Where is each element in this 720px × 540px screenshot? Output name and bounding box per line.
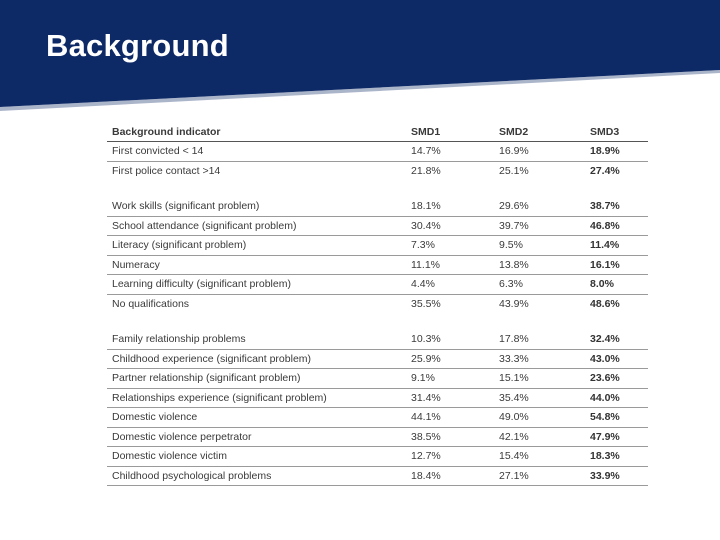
indicator-cell: Family relationship problems [107,330,407,350]
indicator-cell: Domestic violence perpetrator [107,427,407,447]
header-smd2: SMD2 [495,122,586,142]
indicator-cell: Childhood psychological problems [107,466,407,486]
smd1-cell: 9.1% [407,368,495,389]
indicator-cell: Numeracy [107,255,407,275]
table-row: Domestic violence 44.1% 49.0% 54.8% [107,407,648,428]
smd2-cell: 42.1% [495,427,586,447]
smd1-cell: 14.7% [407,141,495,162]
smd1-cell: 25.9% [407,349,495,369]
smd2-cell: 29.6% [495,197,586,217]
smd1-cell: 35.5% [411,297,441,310]
smd2-cell: 6.3% [495,274,586,295]
spacer-cell [107,313,648,330]
background-indicator-table: Background indicator SMD1 SMD2 SMD3 Firs… [107,122,648,486]
smd1-cell: 4.4% [407,274,495,295]
table-row: Learning difficulty (significant problem… [107,274,648,295]
smd3-cell: 44.0% [586,388,648,408]
indicator-cell: School attendance (significant problem) [107,216,407,236]
table-row: Family relationship problems 10.3% 17.8% 32… [107,330,648,350]
smd2-cell: 16.9% [495,141,586,162]
smd1-cell: 18.4% [407,466,495,486]
smd3-cell: 18.3% [586,446,648,467]
indicator-cell: Partner relationship (significant proble… [107,368,407,389]
indicator-cell: Literacy (significant problem) [107,235,407,256]
smd3-cell: 18.9% [586,141,648,162]
smd1-cell: 12.7% [407,446,495,467]
indicator-cell: Relationships experience (significant pr… [107,388,407,408]
indicator-cell: Domestic violence victim [107,446,407,467]
smd1-cell: 30.4% [407,216,495,236]
spacer-cell [107,180,648,197]
smd3-cell: 46.8% [586,216,648,236]
slide-title: Background [46,28,229,63]
smd3-cell: 43.0% [586,349,648,369]
group-spacer [107,313,648,330]
table-row: No qualifications 35.5% 43.9% 48.6% [107,294,648,313]
smd3-cell: 23.6% [586,368,648,389]
table-row: Relationships experience (significant pr… [107,388,648,408]
table-row: Work skills (significant problem) 18.1% 29… [107,197,648,217]
smd2-cell: 15.4% [495,446,586,467]
background-indicator-table-container: Background indicator SMD1 SMD2 SMD3 Firs… [107,122,648,486]
smd2-cell: 35.4% [495,388,586,408]
table-body: First convicted < 14 14.7% 16.9% 18.9% First… [107,141,648,486]
table-row: Literacy (significant problem) 7.3% 9.5% 11… [107,235,648,256]
smd3-cell: 16.1% [586,255,648,275]
smd3-cell: 47.9% [586,427,648,447]
table-row: Domestic violence perpetrator 38.5% 42.1% 4… [107,427,648,447]
table-row: Numeracy 11.1% 13.8% 16.1% [107,255,648,275]
smd1-cell: 31.4% [407,388,495,408]
banner-shape [0,0,720,107]
smd1-cell: 7.3% [407,235,495,256]
smd2-cell: 25.1% [499,164,529,177]
smd3-cell: 38.7% [586,197,648,217]
smd1-cell: 21.8% [411,164,441,177]
smd2-cell: 49.0% [495,407,586,428]
indicator-cell: Work skills (significant problem) [107,197,407,217]
smd1-cell: 11.1% [407,255,495,275]
header-smd3: SMD3 [586,122,648,142]
smd2-cell: 13.8% [495,255,586,275]
smd3-cell: 33.9% [586,466,648,486]
smd2-cell: 33.3% [495,349,586,369]
smd3-cell: 48.6% [590,297,620,310]
smd1-cell: 18.1% [407,197,495,217]
smd2-cell: 43.9% [499,297,529,310]
table-row: School attendance (significant problem) 3… [107,216,648,236]
title-banner [0,0,720,111]
table-row: First convicted < 14 14.7% 16.9% 18.9% [107,141,648,162]
indicator-cell: First police contact >14 [112,164,221,177]
smd2-cell: 39.7% [495,216,586,236]
indicator-cell: First convicted < 14 [107,141,407,162]
table-row: First police contact >14 21.8% 25.1% 27.4% [107,161,648,180]
table-row: Domestic violence victim 12.7% 15.4% 18.3% [107,446,648,467]
smd3-cell: 11.4% [586,235,648,256]
table-header-row: Background indicator SMD1 SMD2 SMD3 [107,122,648,142]
table-row: Partner relationship (significant proble… [107,368,648,389]
smd2-cell: 27.1% [495,466,586,486]
smd2-cell: 9.5% [495,235,586,256]
smd2-cell: 17.8% [495,330,586,350]
table-row: Childhood psychological problems 18.4% 27.… [107,466,648,486]
smd1-cell: 44.1% [407,407,495,428]
header-indicator: Background indicator [107,122,407,142]
table-row: Childhood experience (significant proble… [107,349,648,369]
indicator-cell: Childhood experience (significant proble… [107,349,407,369]
group-spacer [107,180,648,197]
smd2-cell: 15.1% [495,368,586,389]
smd3-cell: 54.8% [586,407,648,428]
smd3-cell: 32.4% [586,330,648,350]
smd1-cell: 10.3% [407,330,495,350]
smd3-cell: 27.4% [590,164,620,177]
indicator-cell: Domestic violence [107,407,407,428]
indicator-cell: No qualifications [112,297,190,310]
smd3-cell: 8.0% [586,274,648,295]
smd1-cell: 38.5% [407,427,495,447]
indicator-cell: Learning difficulty (significant problem… [107,274,407,295]
banner-edge-stripe [0,70,720,111]
header-smd1: SMD1 [407,122,495,142]
